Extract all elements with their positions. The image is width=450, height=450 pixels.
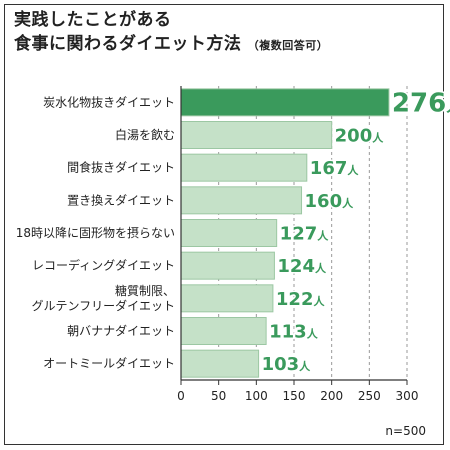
data-label-value: 103 <box>262 354 300 375</box>
title-line-2: 食事に関わるダイエット方法 <box>14 34 242 54</box>
x-tick-label-150: 150 <box>283 389 306 403</box>
data-label-6: 122人 <box>276 289 326 310</box>
category-label-1: 白湯を飲む <box>115 127 175 142</box>
title-line-1: 実践したことがある <box>14 10 172 30</box>
data-label-7: 113人 <box>269 321 319 342</box>
data-label-unit: 人 <box>313 294 325 308</box>
category-label-line: グルテンフリーダイエット <box>31 298 175 313</box>
bar-6 <box>180 284 274 313</box>
data-label-unit: 人 <box>347 163 359 177</box>
x-tick-label-0: 0 <box>177 389 185 403</box>
data-label-4: 127人 <box>280 223 330 244</box>
sample-size-note: n=500 <box>385 424 426 438</box>
bar-2 <box>180 153 308 182</box>
data-label-value: 127 <box>280 223 318 244</box>
data-label-value: 124 <box>277 256 315 277</box>
x-tick-label-200: 200 <box>320 389 343 403</box>
category-label-0: 炭水化物抜きダイエット <box>43 94 175 109</box>
data-label-unit: 人 <box>307 326 319 340</box>
chart-title: 実践したことがある 食事に関わるダイエット方法 （複数回答可） <box>14 8 328 58</box>
chart-frame <box>4 4 444 445</box>
bar-4 <box>180 219 278 247</box>
category-label-5: レコーディングダイエット <box>32 258 175 273</box>
category-label-7: 朝バナナダイエット <box>67 323 175 338</box>
data-label-value: 122 <box>276 289 314 310</box>
data-label-unit: 人 <box>315 261 327 275</box>
data-label-8: 103人 <box>262 354 312 375</box>
category-label-2: 間食抜きダイエット <box>67 160 175 175</box>
data-label-value: 160 <box>305 191 343 212</box>
x-tick-label-250: 250 <box>358 389 381 403</box>
category-label-4: 18時以降に固形物を摂らない <box>16 225 175 240</box>
data-label-3: 160人 <box>305 191 355 212</box>
bar-1 <box>180 121 333 149</box>
title-note: （複数回答可） <box>247 39 329 52</box>
category-label-line: オートミールダイエット <box>43 356 175 371</box>
category-label-6: 糖質制限、グルテンフリーダイエット <box>31 283 175 313</box>
bar-0 <box>180 88 390 117</box>
x-tick-label-300: 300 <box>396 389 419 403</box>
bar-3 <box>180 186 303 215</box>
data-label-unit: 人 <box>446 97 450 116</box>
category-label-line: レコーディングダイエット <box>32 258 175 273</box>
data-label-5: 124人 <box>277 256 327 277</box>
x-tick-label-50: 50 <box>211 389 226 403</box>
category-label-line: 18時以降に固形物を摂らない <box>16 225 175 240</box>
data-label-1: 200人 <box>335 125 385 146</box>
category-label-line: 白湯を飲む <box>115 127 175 142</box>
data-label-unit: 人 <box>342 196 354 210</box>
category-label-line: 朝バナナダイエット <box>67 323 175 338</box>
bar-7 <box>180 317 267 345</box>
category-label-line: 間食抜きダイエット <box>67 160 175 175</box>
data-label-unit: 人 <box>317 228 329 242</box>
category-label-3: 置き換えダイエット <box>67 192 175 207</box>
bar-8 <box>180 349 260 378</box>
category-label-line: 置き換えダイエット <box>67 192 175 207</box>
data-label-2: 167人 <box>310 158 360 179</box>
data-label-unit: 人 <box>372 130 384 144</box>
data-label-unit: 人 <box>299 359 311 373</box>
data-label-value: 200 <box>335 125 373 146</box>
x-tick-label-100: 100 <box>245 389 268 403</box>
bar-5 <box>180 251 275 280</box>
data-label-value: 276 <box>392 89 446 119</box>
data-label-value: 167 <box>310 158 348 179</box>
data-label-0: 276人 <box>392 89 450 119</box>
category-label-line: 糖質制限、 <box>115 283 175 298</box>
data-label-value: 113 <box>269 321 307 342</box>
category-label-8: オートミールダイエット <box>43 356 175 371</box>
category-label-line: 炭水化物抜きダイエット <box>43 94 175 109</box>
